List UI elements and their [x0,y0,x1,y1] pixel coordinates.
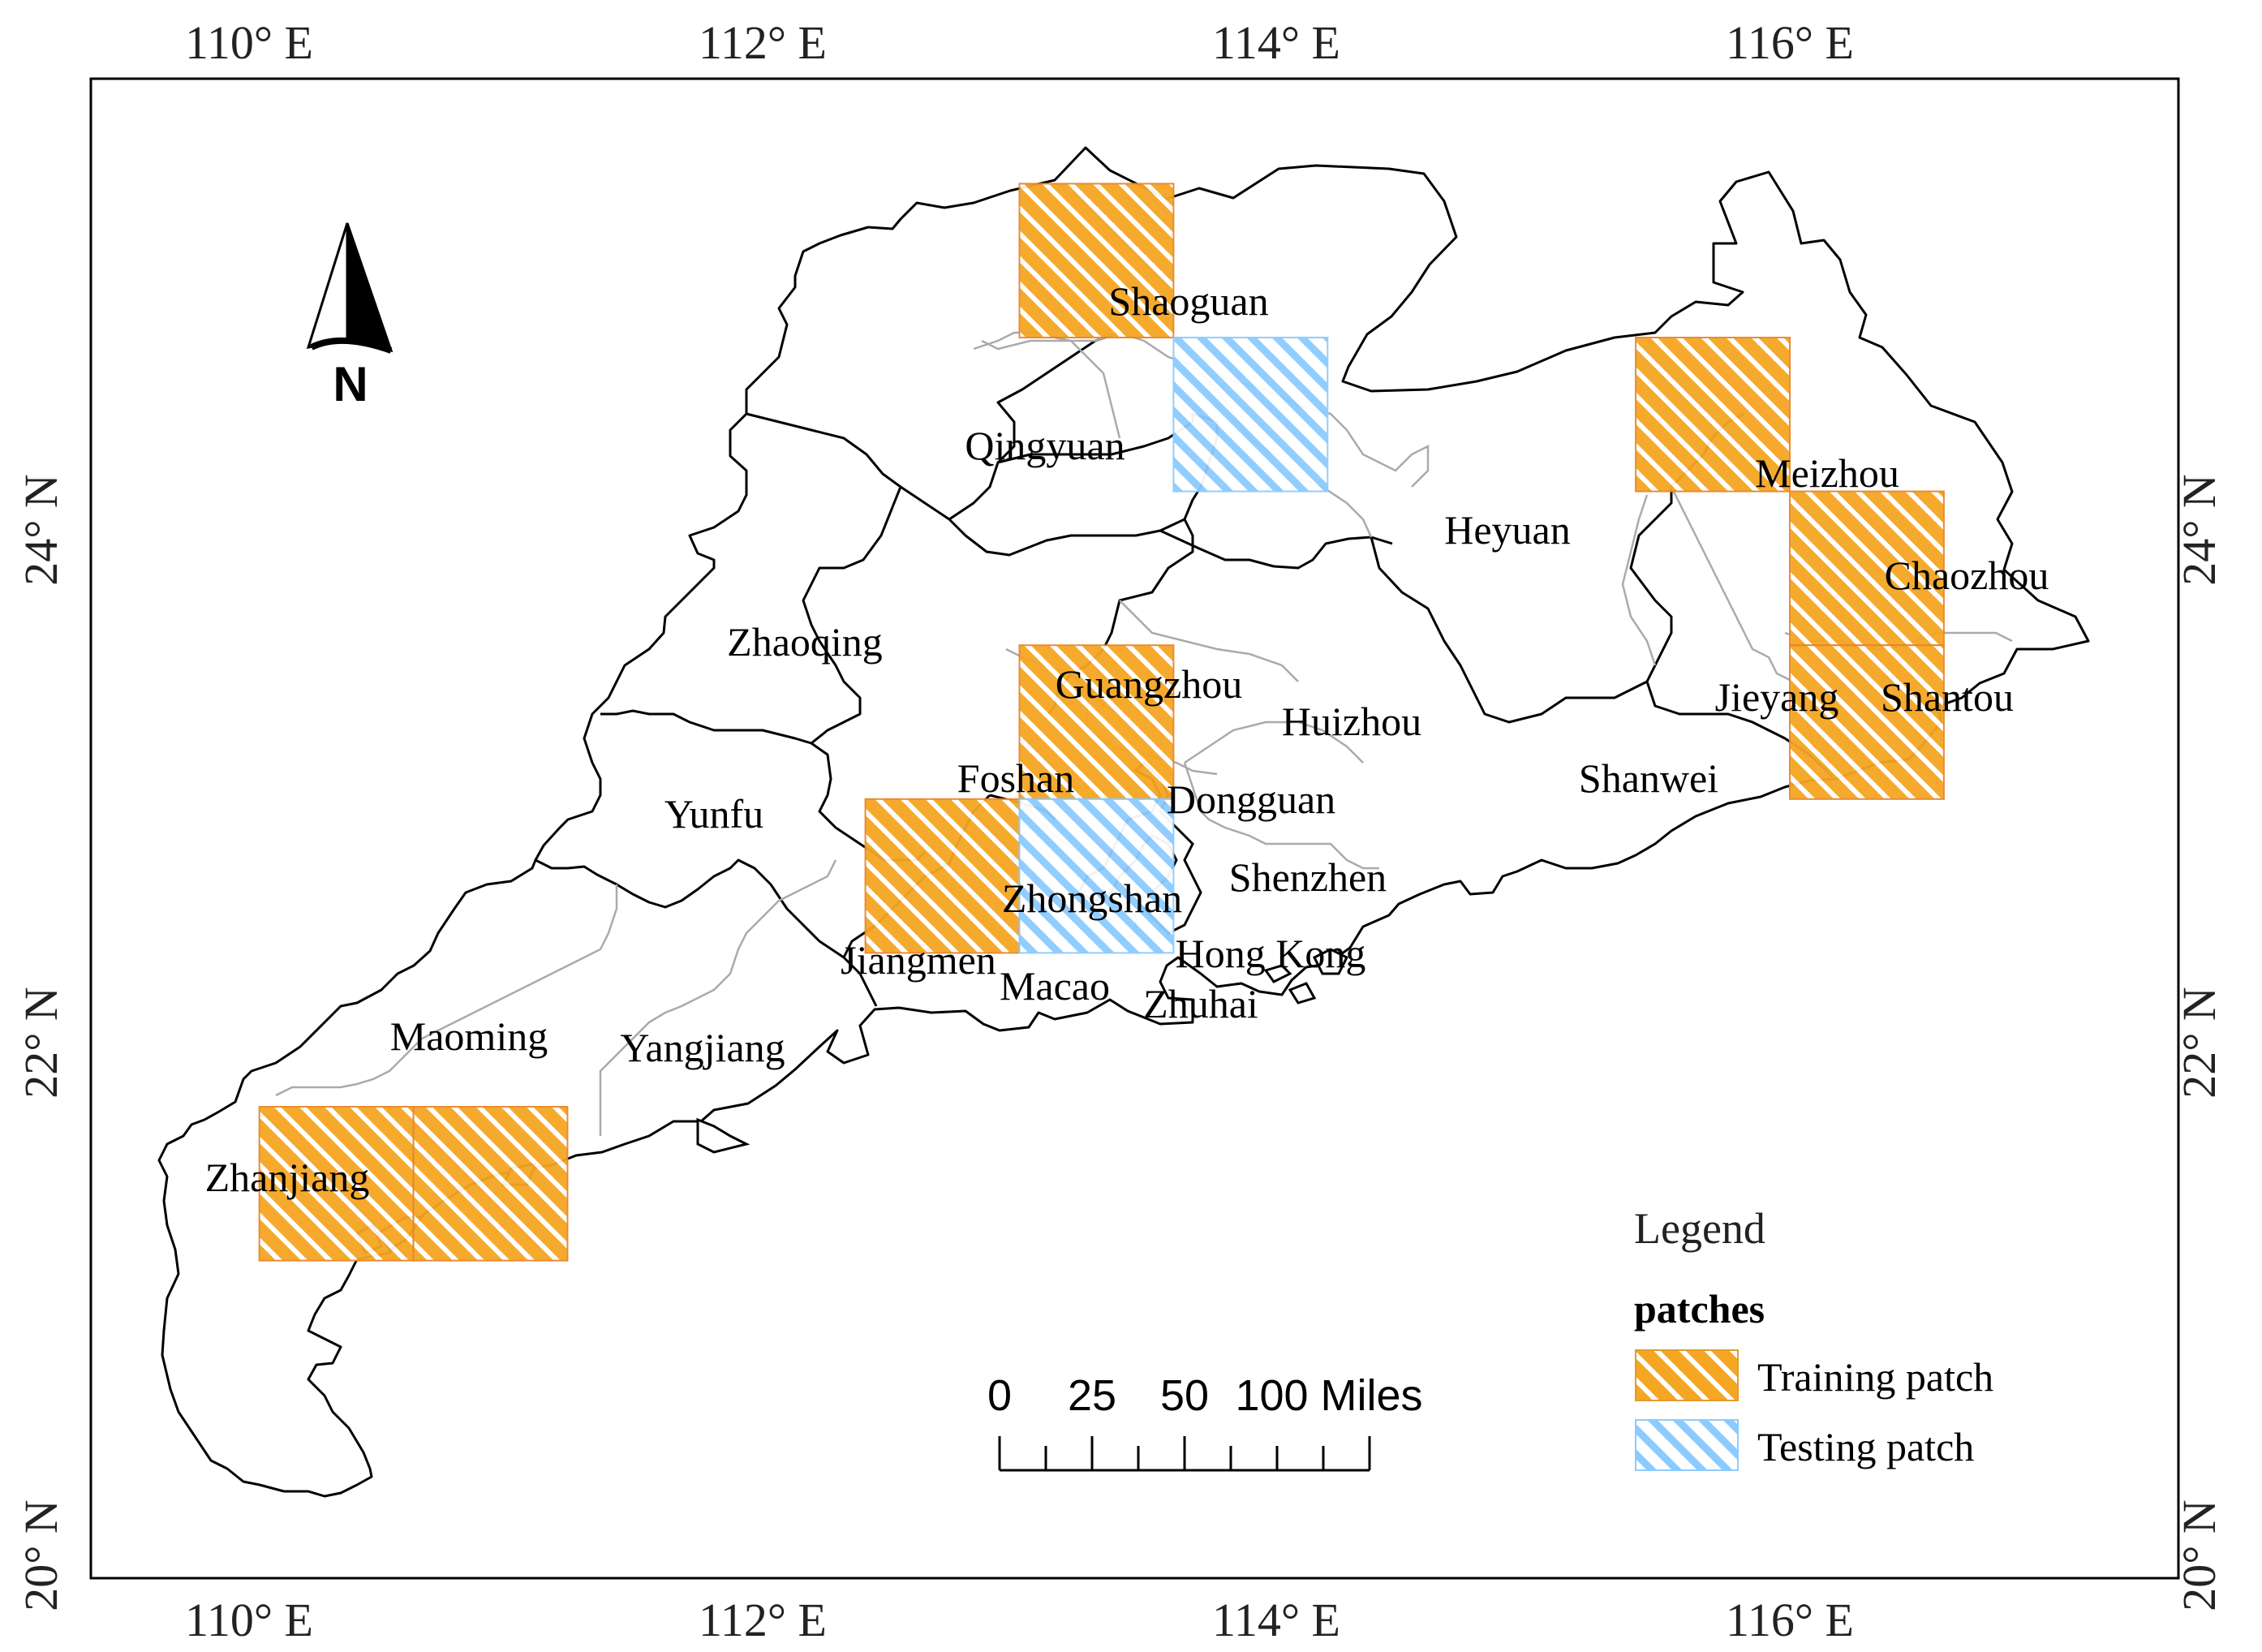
scale-bar-label: 50 [1160,1371,1209,1420]
training-patch [864,798,1021,954]
legend-label-testing: Testing patch [1757,1424,1974,1469]
city-label-meizhou: Meizhou [1755,450,1899,496]
lat-label-left: 22° N [15,987,67,1099]
scale-bar-label: 25 [1068,1371,1116,1420]
scale-bar-label: 0 [987,1371,1012,1420]
city-label-dongguan: Dongguan [1167,777,1335,822]
lon-label-bottom: 114° E [1212,1594,1340,1646]
lon-label-bottom: 110° E [185,1594,313,1646]
city-label-huizhou: Huizhou [1282,699,1421,744]
city-label-shenzhen: Shenzhen [1229,854,1387,900]
testing-patch [1018,798,1175,954]
city-label-shantou: Shantou [1881,674,2014,720]
lat-label-left: 24° N [15,474,67,586]
north-arrow: N [306,222,393,411]
city-label-zhaoqing: Zhaoqing [727,619,883,665]
coordinate-labels: 110° E 110° E 112° E 112° E 114° E 114° E 116°… [15,16,2225,1646]
city-label-yangjiang: Yangjiang [620,1025,785,1070]
city-label-shaoguan: Shaoguan [1108,278,1268,324]
city-label-jieyang: Jieyang [1715,674,1839,720]
city-label-hong-kong: Hong Kong [1176,931,1366,976]
training-patch [1635,337,1791,493]
lon-label-top: 114° E [1212,16,1340,69]
city-label-zhanjiang: Zhanjiang [205,1155,370,1200]
lat-label-right: 24° N [2173,474,2225,586]
city-label-jiangmen: Jiangmen [841,937,996,983]
legend: Legend patches Training patch Testing pa… [1634,1204,1993,1471]
training-patch [1018,183,1175,338]
lon-label-top: 112° E [699,16,827,69]
lat-label-right: 20° N [2173,1499,2225,1611]
north-arrow-base [310,337,393,354]
training-patch [258,1106,415,1262]
lon-label-top: 116° E [1726,16,1854,69]
legend-heading: patches [1634,1286,1765,1331]
city-label-heyuan: Heyuan [1444,507,1571,553]
training-patch [1789,644,1945,800]
city-label-maoming: Maoming [390,1013,548,1059]
lon-label-top: 110° E [185,16,313,69]
patch-layer [258,183,1945,1262]
legend-title: Legend [1634,1204,1765,1253]
testing-patch [1172,337,1329,493]
city-label-foshan: Foshan [957,755,1074,801]
city-label-shanwei: Shanwei [1579,755,1718,801]
city-label-chaozhou: Chaozhou [1885,553,2049,598]
training-patch [412,1106,569,1262]
north-arrow-label: N [333,357,368,411]
city-label-qingyuan: Qingyuan [965,423,1125,468]
scale-bar-label: 100 Miles [1235,1371,1422,1420]
city-label-guangzhou: Guangzhou [1056,661,1243,707]
lon-label-bottom: 116° E [1726,1594,1854,1646]
city-label-yunfu: Yunfu [664,791,763,837]
city-label-macao: Macao [1000,963,1110,1009]
city-label-zhongshan: Zhongshan [1002,875,1182,921]
legend-swatch-training [1635,1349,1739,1401]
scale-bar: 0 25 50 100 Miles [987,1371,1423,1472]
city-labels: Shaoguan Qingyuan Heyuan Meizhou Chaozhou Zha… [205,278,2049,1200]
training-patch [1789,490,1945,647]
lat-label-left: 20° N [15,1499,67,1611]
legend-swatch-testing [1635,1419,1739,1471]
lon-label-bottom: 112° E [699,1594,827,1646]
city-label-zhuhai: Zhuhai [1143,981,1258,1026]
training-patch [1018,644,1175,800]
legend-label-training: Training patch [1757,1354,1993,1400]
lat-label-right: 22° N [2173,987,2225,1099]
